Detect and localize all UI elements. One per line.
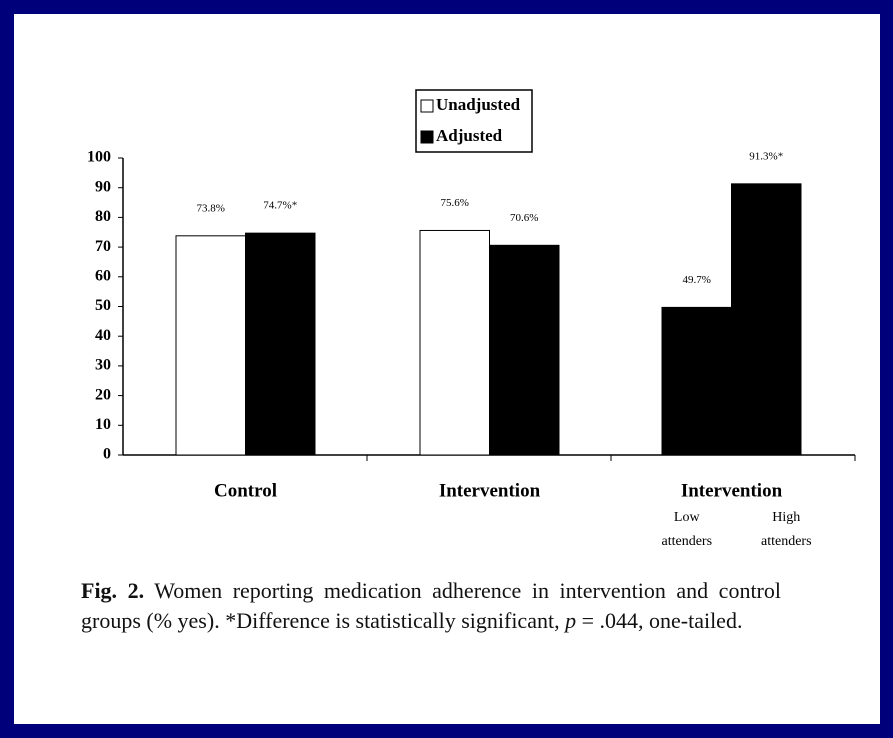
y-tick-label: 100 — [87, 149, 111, 166]
legend-swatch — [420, 130, 434, 144]
x-tick-label: Control — [214, 480, 277, 501]
value-label: 75.6% — [441, 197, 469, 209]
x-sublabel: Low — [674, 510, 701, 525]
bar — [489, 244, 560, 456]
y-tick-label: 40 — [95, 327, 111, 344]
caption-label: Fig. 2. — [81, 578, 145, 603]
x-sublabel: attenders — [761, 534, 812, 549]
value-label: 49.7% — [683, 274, 711, 286]
y-tick-label: 90 — [95, 178, 111, 195]
bar — [245, 232, 316, 456]
value-label: 91.3%* — [749, 150, 783, 162]
y-tick-label: 20 — [95, 386, 111, 403]
value-label: 73.8% — [197, 202, 225, 214]
x-sublabel: High — [772, 510, 800, 525]
x-sublabel: attenders — [661, 534, 712, 549]
bar — [419, 229, 490, 456]
y-tick-label: 80 — [95, 208, 111, 225]
bar — [661, 306, 732, 456]
legend-label: Adjusted — [436, 126, 503, 145]
value-label: 70.6% — [510, 212, 538, 224]
caption-text: = .044, one-tailed. — [576, 608, 743, 633]
value-label: 74.7%* — [263, 200, 297, 212]
legend-box — [415, 89, 533, 153]
y-tick-label: 0 — [103, 446, 111, 463]
y-tick-label: 10 — [95, 416, 111, 433]
y-tick-label: 70 — [95, 238, 111, 255]
legend-swatch — [420, 99, 434, 113]
legend-label: Unadjusted — [436, 95, 521, 114]
y-tick-label: 30 — [95, 357, 111, 374]
caption-text: Women reporting medication adherence in … — [81, 578, 781, 633]
caption: Fig. 2. Women reporting medication adher… — [81, 576, 781, 636]
bar — [731, 183, 802, 456]
y-tick-label: 50 — [95, 297, 111, 314]
x-tick-label: Intervention — [681, 480, 783, 501]
x-tick-label: Intervention — [439, 480, 541, 501]
y-tick-label: 60 — [95, 267, 111, 284]
bar — [175, 235, 246, 456]
caption-italic: p — [565, 608, 577, 633]
